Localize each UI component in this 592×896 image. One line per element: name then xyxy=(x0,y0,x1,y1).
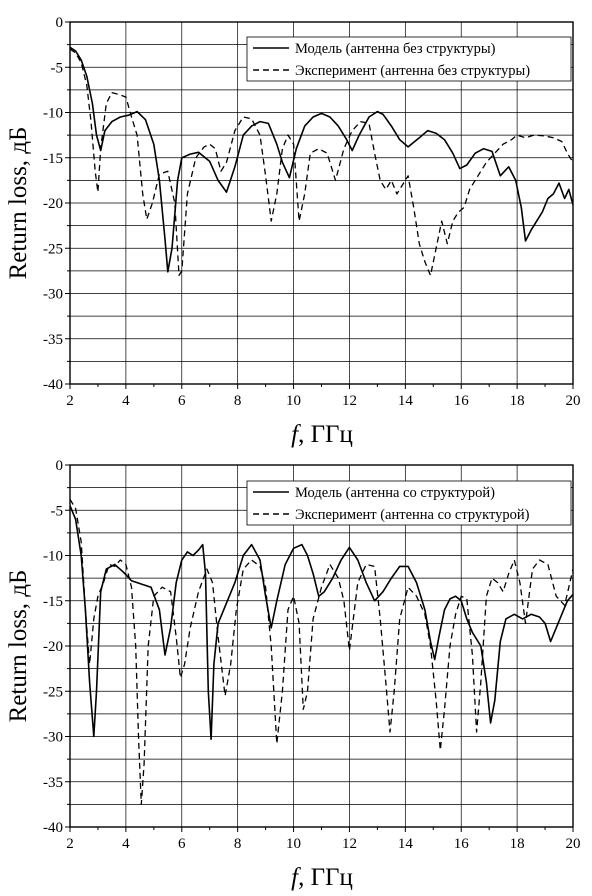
chart-bottom-ytick-label: -35 xyxy=(43,775,63,791)
chart-bottom: 0 -5 -10 -15 -20 -25 -30 -35 -402 4 6 8 10 12 14 16 18 20… xyxy=(5,458,581,891)
chart-bottom-ytick-label: -15 xyxy=(43,594,63,610)
chart-bottom-xtick-label: 2 xyxy=(66,836,74,852)
chart-bottom-xtick-label: 16 xyxy=(454,836,470,852)
chart-top-ytick-label: -5 xyxy=(51,60,64,76)
chart-top-ylabel: Return loss, дБ xyxy=(5,127,32,280)
chart-top-legend-box xyxy=(246,36,572,82)
chart-bottom-xtick-label: 6 xyxy=(178,836,186,852)
chart-bottom-xtick-label: 10 xyxy=(286,836,301,852)
chart-top-xtick-label: 8 xyxy=(234,393,242,409)
chart-top-xtick-label: 18 xyxy=(510,393,525,409)
chart-bottom-xtick-label: 14 xyxy=(398,836,414,852)
chart-bottom-series-1-line xyxy=(70,499,573,806)
chart-bottom-grid xyxy=(70,465,573,827)
chart-top-ytick-label: -40 xyxy=(43,377,63,393)
chart-bottom-ytick-label: -30 xyxy=(43,730,63,746)
chart-bottom-xlabel-var: f xyxy=(291,864,301,891)
chart-top-xtick-label: 4 xyxy=(122,393,130,409)
chart-bottom-ylabel: Return loss, дБ xyxy=(5,570,32,723)
chart-top-xlabel-unit: , ГГц xyxy=(298,421,353,448)
chart-top-xtick-label: 6 xyxy=(178,393,186,409)
chart-bottom-ytick-label: -5 xyxy=(51,503,64,519)
chart-top-ytick-label: -35 xyxy=(43,332,63,348)
chart-top-xtick-label: 20 xyxy=(566,393,581,409)
chart-top-ytick-label: -30 xyxy=(43,287,63,303)
chart-bottom-legend-label-1: Эксперимент (антенна со структурой) xyxy=(295,507,530,523)
chart-top-xtick-label: 10 xyxy=(286,393,301,409)
chart-bottom-plot-area xyxy=(70,499,573,806)
chart-top-xtick-label: 16 xyxy=(454,393,470,409)
chart-bottom-ytick-label: -20 xyxy=(43,639,63,655)
chart-bottom-legend: Модель (антенна со структурой) Экспериме… xyxy=(246,480,572,526)
chart-bottom-xtick-label: 12 xyxy=(342,836,357,852)
chart-bottom-legend-box xyxy=(246,480,572,526)
chart-top-ytick-label: -15 xyxy=(43,151,63,167)
chart-bottom-legend-label-0: Модель (антенна со структурой) xyxy=(295,485,495,501)
chart-top-xlabel-var: f xyxy=(291,421,301,448)
chart-bottom-frame xyxy=(69,464,574,828)
chart-top-legend: Модель (антенна без структуры) Экспериме… xyxy=(246,36,572,82)
chart-bottom-xtick-label: 8 xyxy=(234,836,242,852)
chart-top-ytick-label: 0 xyxy=(56,15,64,31)
chart-bottom-xlabel-unit: , ГГц xyxy=(298,864,353,891)
chart-bottom-xlabel: f, ГГц xyxy=(291,864,353,891)
chart-bottom-xtick-label: 20 xyxy=(566,836,581,852)
chart-bottom-ytick-label: -10 xyxy=(43,549,63,565)
chart-bottom-series-0-line xyxy=(70,505,573,741)
chart-bottom-ytick-label: -25 xyxy=(43,684,63,700)
chart-top-ytick-label: -20 xyxy=(43,196,63,212)
chart-top-xtick-label: 2 xyxy=(66,393,74,409)
chart-bottom-ytick-label: -40 xyxy=(43,820,63,836)
chart-top-xlabel: f, ГГц xyxy=(291,421,353,448)
chart-top-ytick-label: -25 xyxy=(43,241,63,257)
chart-top: 0 -5 -10 -15 -20 -25 -30 -35 -402 4 6 8 10 12 14 16 18 20… xyxy=(5,15,581,448)
chart-top-series-0-line xyxy=(70,46,573,273)
chart-top-frame xyxy=(69,21,574,385)
chart-top-series-1-line xyxy=(70,48,573,277)
chart-top-legend-label-1: Эксперимент (антенна без структуры) xyxy=(295,63,530,79)
chart-top-plot-area xyxy=(70,46,573,277)
chart-bottom-ticks: 0 -5 -10 -15 -20 -25 -30 -35 -402 4 6 8 10 12 14 16 18 20 xyxy=(43,458,581,852)
chart-bottom-xtick-label: 18 xyxy=(510,836,525,852)
chart-top-xtick-label: 12 xyxy=(342,393,357,409)
chart-bottom-xtick-label: 4 xyxy=(122,836,130,852)
chart-bottom-ytick-label: 0 xyxy=(56,458,64,474)
chart-top-xtick-label: 14 xyxy=(398,393,414,409)
chart-top-legend-label-0: Модель (антенна без структуры) xyxy=(295,41,496,57)
chart-top-ytick-label: -10 xyxy=(43,106,63,122)
chart-top-ticks: 0 -5 -10 -15 -20 -25 -30 -35 -402 4 6 8 10 12 14 16 18 20 xyxy=(43,15,581,409)
